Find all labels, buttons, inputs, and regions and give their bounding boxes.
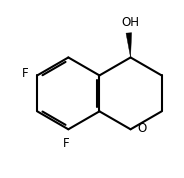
Text: O: O <box>137 122 146 135</box>
Text: OH: OH <box>122 15 139 28</box>
Text: F: F <box>63 137 70 150</box>
Polygon shape <box>126 33 132 57</box>
Text: F: F <box>22 67 29 80</box>
